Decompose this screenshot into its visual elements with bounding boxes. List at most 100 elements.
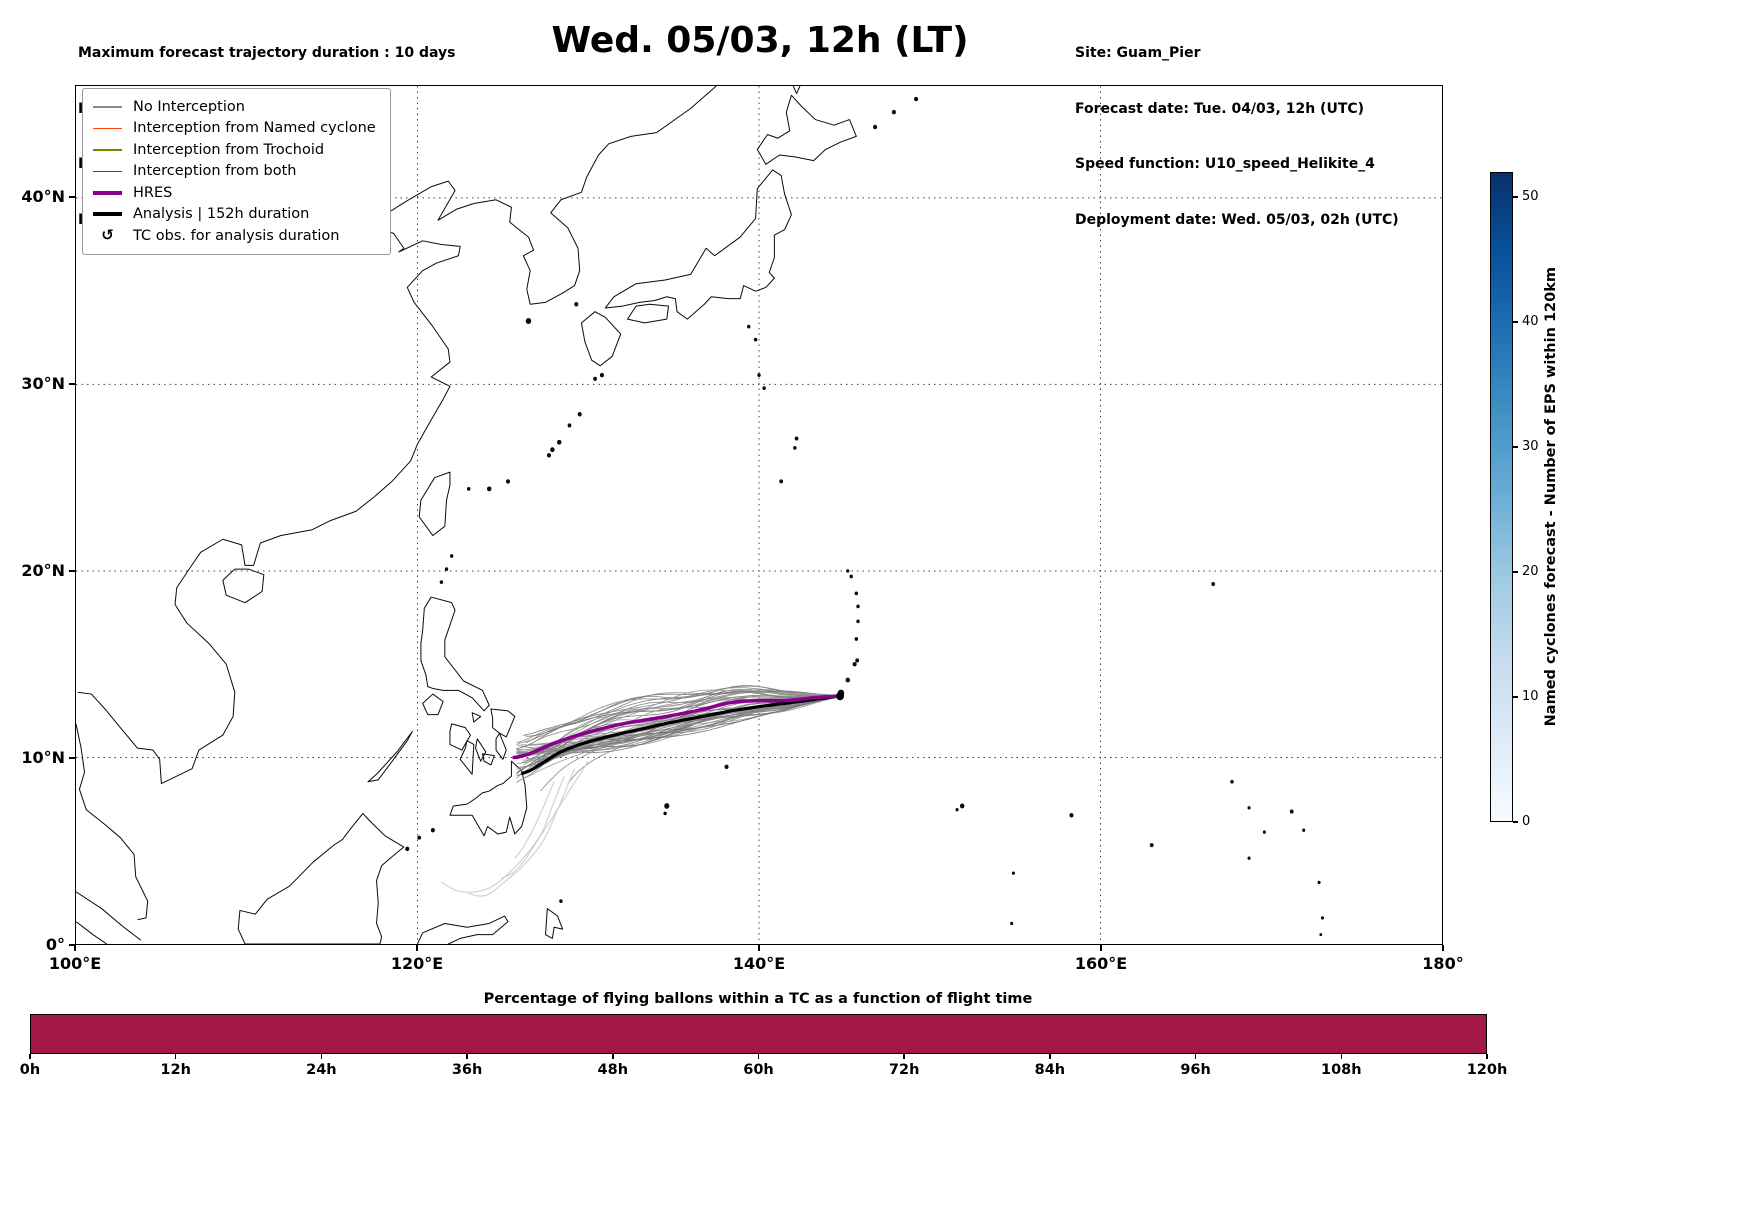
colorbar-tickmark	[1513, 571, 1518, 573]
ensemble-trajectory	[518, 686, 840, 743]
colorbar-tickmark	[1513, 321, 1518, 323]
legend-item-label: Analysis | 152h duration	[133, 206, 310, 223]
colorbar-tick-label: 20	[1522, 564, 1539, 579]
flight-time-tick-label: 84h	[1034, 1062, 1066, 1078]
legend-line-swatch	[93, 190, 122, 195]
trajectory-ensemble	[441, 685, 845, 896]
site-info-block: Site: Guam_Pier Forecast date: Tue. 04/0…	[1075, 7, 1399, 266]
flight-time-tickmark	[903, 1054, 905, 1059]
colorbar-tick-label: 0	[1522, 814, 1531, 829]
faded-trajectory	[501, 776, 564, 879]
flight-time-axis	[30, 1014, 1487, 1054]
y-tickmark	[69, 570, 75, 572]
flight-time-tick-label: 48h	[597, 1062, 629, 1078]
legend-item: Analysis | 152h duration	[93, 204, 376, 226]
page-title: Wed. 05/03, 12h (LT)	[551, 20, 969, 61]
flight-time-tickmark	[320, 1054, 323, 1059]
y-tickmark	[69, 944, 75, 946]
legend-item: Interception from Named cyclone	[93, 118, 376, 140]
legend-item: ↺ TC obs. for analysis duration	[93, 225, 376, 247]
flight-time-tickmark	[612, 1054, 614, 1059]
colorbar-tickmark	[1513, 696, 1518, 698]
flight-time-tick-label: 36h	[451, 1062, 483, 1078]
flight-time-tick-label: 0h	[19, 1062, 41, 1078]
flight-time-tick-label: 12h	[160, 1062, 191, 1078]
colorbar-tickmark	[1513, 196, 1518, 198]
legend-item-label: TC obs. for analysis duration	[133, 227, 340, 244]
flight-time-tick-label: 72h	[888, 1062, 920, 1078]
legend-item-label: Interception from Trochoid	[133, 141, 325, 158]
legend-line-swatch	[93, 212, 122, 217]
flight-time-tickmark	[1340, 1054, 1343, 1059]
legend-line-swatch	[93, 127, 122, 129]
coastlines	[76, 86, 1325, 944]
x-tickmark	[758, 945, 760, 951]
legend-item-label: HRES	[133, 184, 173, 201]
flight-time-tick-label: 24h	[306, 1062, 337, 1078]
y-tick-label: 40°N	[21, 187, 65, 207]
y-tick-label: 20°N	[21, 561, 65, 581]
flight-time-tick-label: 120h	[1466, 1062, 1508, 1078]
ensemble-trajectory-south	[540, 696, 840, 791]
legend-line-swatch	[93, 170, 122, 172]
hres-trajectory	[514, 696, 840, 758]
flight-time-tickmark	[1486, 1054, 1488, 1059]
x-tick-label: 120°E	[390, 954, 444, 973]
flight-time-tickmark	[29, 1054, 31, 1059]
ensemble-trajectory	[523, 690, 840, 765]
ensemble-trajectory	[517, 691, 841, 748]
y-tickmark	[69, 383, 75, 385]
y-tick-label: 10°N	[21, 748, 65, 768]
y-tickmark	[69, 757, 75, 759]
y-tick-label: 0°	[45, 935, 65, 954]
colorbar-tick-label: 40	[1522, 314, 1539, 329]
colorbar-tick-label: 50	[1522, 189, 1539, 204]
colorbar-label: Named cyclones forecast - Number of EPS …	[1543, 172, 1559, 822]
colorbar-tick-label: 30	[1522, 439, 1539, 454]
map-canvas	[76, 86, 1442, 944]
config-line-duration: Maximum forecast trajectory duration : 1…	[78, 45, 456, 61]
legend-item: Interception from Trochoid	[93, 139, 376, 161]
faded-trajectory	[441, 761, 588, 892]
legend-item-label: Interception from Named cyclone	[133, 120, 376, 137]
x-tick-label: 100°E	[48, 954, 102, 973]
flight-time-tickmark	[174, 1054, 177, 1059]
x-tickmark	[416, 945, 418, 951]
faded-trajectory	[515, 782, 554, 858]
grid-lines	[76, 86, 1442, 944]
legend-item-label: No Interception	[133, 98, 245, 115]
ensemble-trajectory	[517, 685, 841, 742]
flight-time-tickmark	[757, 1054, 760, 1059]
flight-time-tick-label: 108h	[1321, 1062, 1362, 1078]
flight-time-tick-label: 60h	[743, 1062, 774, 1078]
x-tick-label: 160°E	[1074, 954, 1128, 973]
ensemble-trajectory	[517, 690, 841, 774]
tc-percentage-bar	[31, 1015, 1486, 1053]
legend-line-swatch	[93, 106, 122, 108]
flight-time-tick-label: 96h	[1180, 1062, 1211, 1078]
x-tick-label: 140°E	[732, 954, 786, 973]
x-tickmark	[74, 945, 76, 951]
ensemble-trajectory	[517, 696, 841, 755]
y-tick-label: 30°N	[21, 374, 65, 394]
tc-obs-icon: ↺	[101, 226, 114, 245]
flight-time-tickmark	[1194, 1054, 1197, 1059]
colorbar-gradient	[1490, 172, 1513, 822]
colorbar-tickmark	[1513, 821, 1518, 823]
deployment-date-line: Deployment date: Wed. 05/03, 02h (UTC)	[1075, 211, 1399, 228]
trajectory-map: No Interception Interception from Named c…	[75, 85, 1443, 945]
x-tickmark	[1442, 945, 1444, 951]
legend-item: Interception from both	[93, 161, 376, 183]
colorbar-label-text: Named cyclones forecast - Number of EPS …	[1543, 267, 1559, 727]
colorbar-tickmark	[1513, 446, 1518, 448]
y-tickmark	[69, 196, 75, 198]
legend-item: No Interception	[93, 96, 376, 118]
forecast-date-line: Forecast date: Tue. 04/03, 12h (UTC)	[1075, 100, 1365, 117]
x-tick-label: 180°	[1422, 954, 1464, 973]
analysis-trajectory	[523, 696, 841, 773]
legend-item-label: Interception from both	[133, 163, 297, 180]
speed-function-line: Speed function: U10_speed_Helikite_4	[1075, 156, 1375, 172]
flight-time-tickmark	[1049, 1054, 1051, 1059]
faded-trajectory	[469, 769, 575, 896]
